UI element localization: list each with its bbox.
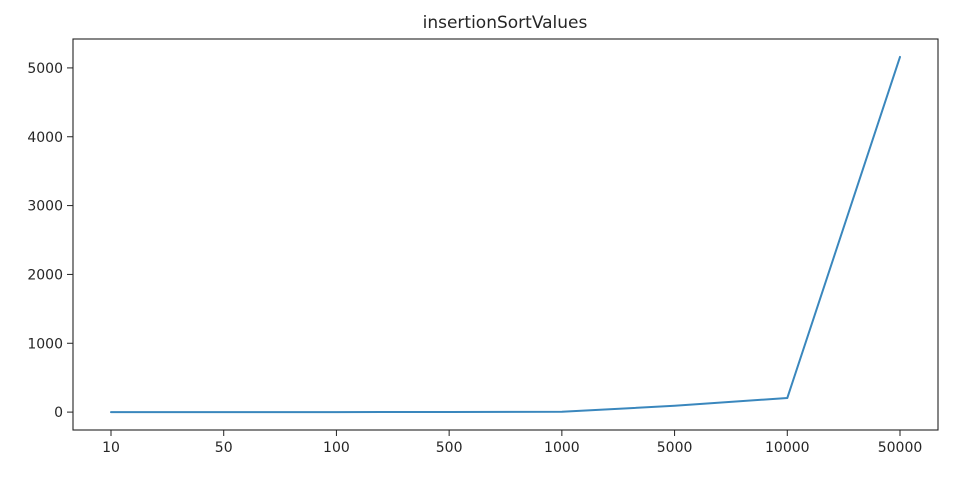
y-tick-label: 2000 <box>27 267 63 283</box>
x-tick-label: 50 <box>215 440 233 456</box>
chart-title: insertionSortValues <box>423 13 588 33</box>
x-tick-label: 10000 <box>765 440 810 456</box>
x-tick-label: 500 <box>436 440 463 456</box>
y-tick-label: 5000 <box>27 61 63 77</box>
x-tick-label: 100 <box>323 440 350 456</box>
x-tick-label: 5000 <box>657 440 693 456</box>
y-tick-label: 3000 <box>27 199 63 215</box>
y-tick-label: 1000 <box>27 336 63 352</box>
axes-frame <box>72 38 939 431</box>
series-line <box>110 55 901 414</box>
y-tick-label: 4000 <box>27 130 63 146</box>
x-tick-label: 1000 <box>544 440 580 456</box>
plot-area: 0 1000 2000 3000 4000 5000 10 50 100 500 1000 5000 1… <box>27 38 939 456</box>
x-tick-label: 50000 <box>878 440 923 456</box>
y-tick-label: 0 <box>54 405 63 421</box>
x-tick-label: 10 <box>102 440 120 456</box>
